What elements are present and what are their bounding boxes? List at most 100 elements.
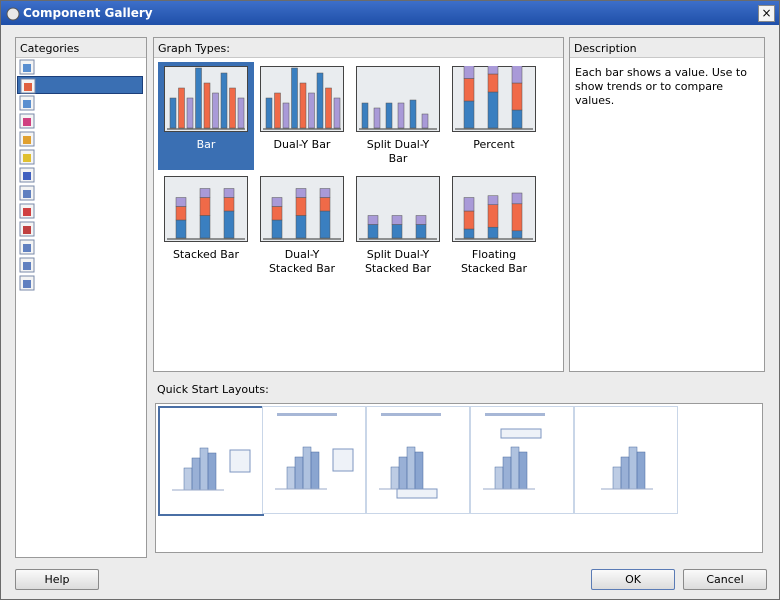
graph-type-tile[interactable]: Dual-Y Bar (254, 62, 350, 170)
description-header: Description (570, 38, 764, 58)
graph-type-thumbnail (164, 66, 248, 132)
thumbnail-segment (463, 197, 475, 212)
thumbnail-segment (295, 215, 307, 239)
thumbnail-segment (463, 210, 475, 230)
layout-bar (199, 447, 209, 491)
category-item[interactable]: Spark Chart (17, 256, 143, 274)
thumbnail-bar (421, 113, 429, 129)
category-item[interactable]: Radar (17, 220, 143, 238)
graph-type-tile[interactable]: Bar (158, 62, 254, 170)
thumbnail-segment (511, 82, 523, 111)
category-icon (19, 113, 35, 129)
thumbnail-segment (175, 197, 187, 207)
layout-thumbnail[interactable] (574, 406, 678, 514)
category-icon (19, 275, 35, 291)
thumbnail-segment (271, 206, 283, 221)
layout-preview (483, 413, 545, 490)
layout-preview (172, 447, 251, 491)
layout-bar (310, 451, 320, 490)
category-icon (20, 78, 36, 94)
layout-thumbnail[interactable] (158, 406, 264, 516)
category-item[interactable]: Bubble (17, 112, 143, 130)
categories-header: Categories (16, 38, 146, 58)
graph-type-tile[interactable]: Split Dual-Y Bar (350, 62, 446, 170)
graph-type-tile[interactable]: Percent (446, 62, 542, 170)
graph-type-thumbnail (260, 176, 344, 242)
graph-type-thumbnail (356, 66, 440, 132)
thumbnail-segment (391, 215, 403, 225)
layout-bar (628, 446, 638, 490)
graph-type-tile[interactable]: Split Dual-Y Stacked Bar (350, 172, 446, 280)
layout-bar (406, 446, 416, 490)
thumbnail-segment (199, 215, 211, 239)
graph-type-label: Split Dual-Y Bar (366, 138, 430, 165)
graph-type-thumbnail (164, 176, 248, 242)
categories-panel: Categories AreaBarBar (Horizontal)Bubble… (15, 37, 147, 558)
layout-bar (494, 466, 504, 490)
thumbnail-segment (319, 210, 331, 239)
thumbnail-bar (282, 102, 290, 129)
category-icon (19, 149, 35, 165)
category-item[interactable]: Pie (17, 202, 143, 220)
thumbnail-segment (391, 224, 403, 239)
cancel-button[interactable]: Cancel (683, 569, 767, 590)
thumbnail-bar (308, 92, 315, 129)
category-item[interactable]: Scatter/Polar (17, 238, 143, 256)
category-item[interactable]: Combination (17, 130, 143, 148)
layout-bar (414, 451, 424, 490)
layout-bar (612, 466, 622, 490)
graph-type-label: Split Dual-Y Stacked Bar (364, 248, 432, 275)
icon-shape (24, 83, 32, 91)
category-icon (19, 59, 35, 75)
layout-preview (275, 413, 354, 490)
thumbnail-bar (325, 87, 332, 129)
layout-bar (191, 457, 201, 491)
icon-shape (23, 172, 31, 180)
layout-bar (302, 446, 312, 490)
ok-button[interactable]: OK (591, 569, 675, 590)
graph-type-tile[interactable]: Floating Stacked Bar (446, 172, 542, 280)
thumbnail-segment (463, 228, 475, 239)
layout-thumbnail[interactable] (470, 406, 574, 514)
category-icon (19, 131, 35, 147)
icon-shape (23, 226, 31, 234)
close-button[interactable]: × (758, 5, 775, 22)
graph-types-header: Graph Types: (154, 38, 563, 58)
layout-thumbnail[interactable] (366, 406, 470, 514)
category-item[interactable]: Line (17, 166, 143, 184)
icon-shape (23, 118, 31, 126)
description-panel: Description Each bar shows a value. Use … (569, 37, 765, 372)
thumbnail-segment (295, 197, 307, 216)
thumbnail-bar (265, 97, 273, 129)
layout-bar (518, 451, 528, 490)
thumbnail-bar (397, 102, 405, 129)
layout-legend (500, 428, 542, 439)
category-item[interactable]: Area (17, 58, 143, 76)
category-item[interactable]: Stock (17, 274, 143, 292)
thumbnail-segment (223, 188, 235, 198)
layout-title (381, 413, 441, 416)
thumbnail-segment (319, 188, 331, 198)
thumbnail-bar (274, 92, 281, 129)
category-item[interactable]: Bar (Horizontal) (17, 94, 143, 112)
thumbnail-segment (319, 197, 331, 212)
help-button[interactable]: Help (15, 569, 99, 590)
graph-type-tile[interactable]: Dual-Y Stacked Bar (254, 172, 350, 280)
thumbnail-segment (487, 73, 499, 93)
category-icon (19, 203, 35, 219)
thumbnail-segment (487, 226, 499, 239)
thumbnail-bar (229, 87, 236, 129)
category-item[interactable]: Bar (17, 76, 143, 94)
thumbnail-segment (415, 215, 427, 225)
layout-thumbnail[interactable] (262, 406, 366, 514)
layout-bar (502, 456, 512, 490)
layout-preview (379, 413, 441, 499)
category-item[interactable]: Pareto (17, 184, 143, 202)
graph-type-thumbnail (356, 176, 440, 242)
thumbnail-bar (220, 72, 228, 129)
graph-type-tile[interactable]: Stacked Bar (158, 172, 254, 280)
thumbnail-segment (487, 204, 499, 228)
category-icon (19, 257, 35, 273)
category-item[interactable]: Funnel (17, 148, 143, 166)
icon-shape (23, 244, 31, 252)
